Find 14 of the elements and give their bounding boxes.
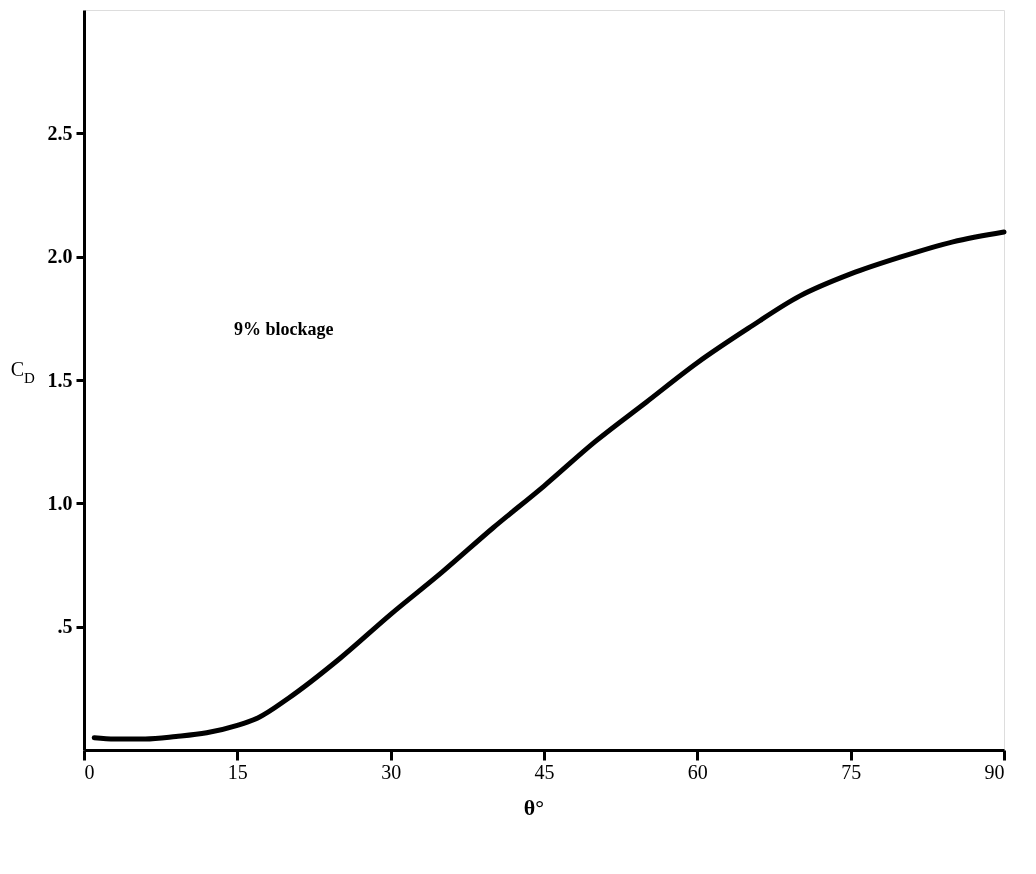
x-tick-label: 60 xyxy=(687,760,708,783)
y-tick-label: .5 xyxy=(57,615,73,638)
y-tick-label: 2.5 xyxy=(47,121,73,144)
y-tick-label: 2.0 xyxy=(47,245,73,268)
y-tick-label: 1.0 xyxy=(47,491,73,514)
x-tick-label: 15 xyxy=(227,760,248,783)
y-tick-label: 1.5 xyxy=(47,368,73,391)
x-tick-label: 30 xyxy=(381,760,402,783)
x-tick-label: 90 xyxy=(984,760,1005,783)
annotation: 9% blockage xyxy=(234,319,334,339)
x-tick-label: 75 xyxy=(841,760,862,783)
x-axis-title: θ° xyxy=(523,795,545,820)
x-tick-label: 45 xyxy=(534,760,555,783)
x-tick-label: 0 xyxy=(84,760,95,783)
